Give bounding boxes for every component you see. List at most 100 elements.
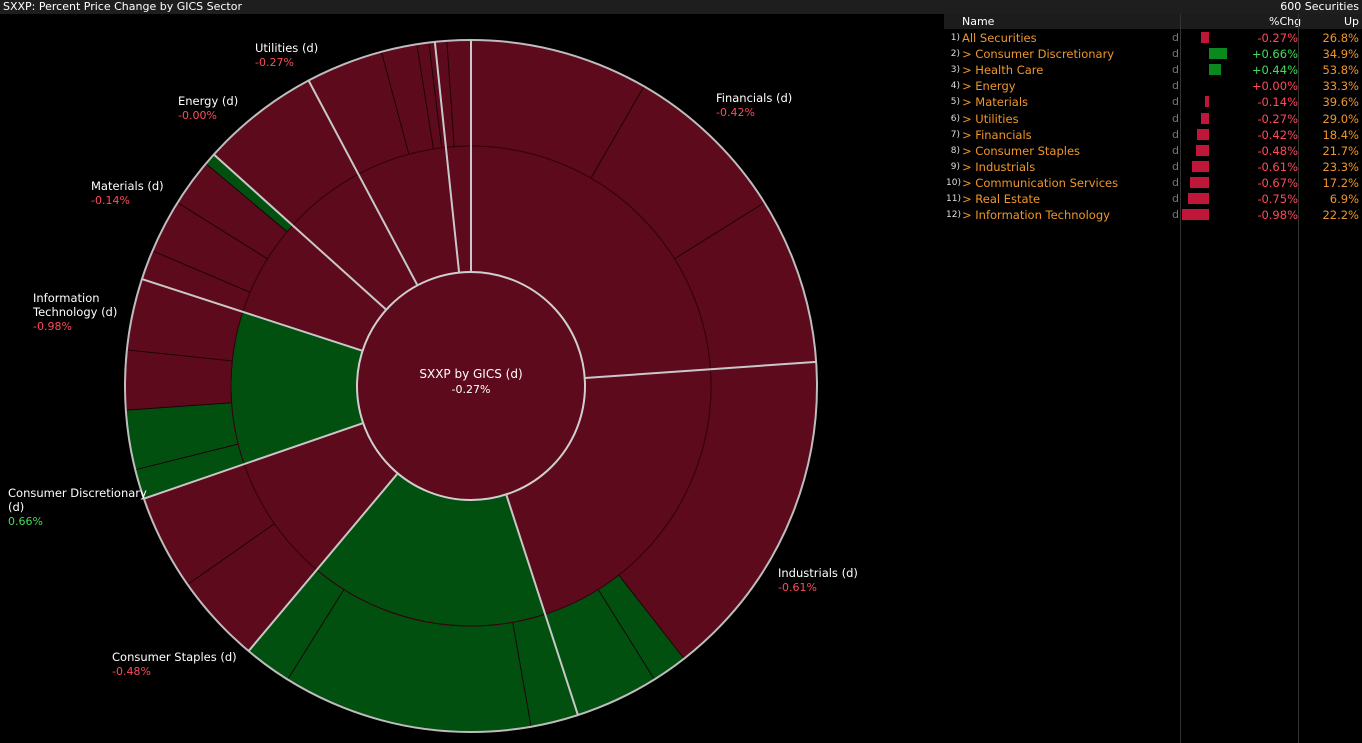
row-number: 4) <box>950 81 960 92</box>
table-row[interactable]: 10) > Communication Services d -0.67% 17.2% <box>944 175 1362 191</box>
row-up: 22.2% <box>1322 208 1359 223</box>
row-flag: d <box>1172 143 1179 157</box>
sector-label: Industrials (d) <box>778 566 858 580</box>
change-bar <box>1209 64 1222 76</box>
sector-value: -0.14% <box>91 194 130 207</box>
row-name[interactable]: > Utilities <box>962 111 1019 126</box>
row-number: 6) <box>950 113 960 124</box>
row-change: +0.66% <box>1251 47 1298 62</box>
change-bar <box>1201 112 1209 124</box>
change-bar <box>1205 96 1209 108</box>
row-flag: d <box>1172 47 1179 61</box>
sector-label: Energy (d) <box>178 94 238 108</box>
table-row[interactable]: 8) > Consumer Staples d -0.48% 21.7% <box>944 143 1362 159</box>
row-up: 39.6% <box>1322 95 1359 110</box>
row-change: -0.75% <box>1257 192 1298 206</box>
sector-divider <box>307 80 419 286</box>
row-change: -0.27% <box>1257 31 1298 45</box>
col-divider <box>1298 14 1299 743</box>
sector-label: Consumer Staples (d) <box>112 650 237 664</box>
row-up: 29.0% <box>1322 111 1359 126</box>
change-bar <box>1191 160 1209 172</box>
sector-value: 0.66% <box>8 515 43 528</box>
sector-value: -0.61% <box>778 581 817 594</box>
sector-label: Consumer Discretionary (d) <box>8 486 147 514</box>
row-name[interactable]: > Real Estate <box>962 192 1041 206</box>
row-number: 12) <box>946 210 961 221</box>
table-row[interactable]: 3) > Health Care d +0.44% 53.8% <box>944 62 1362 78</box>
sector-divider <box>433 41 461 273</box>
row-number: 8) <box>950 145 960 156</box>
row-name[interactable]: > Consumer Staples <box>962 143 1081 158</box>
sector-value: -0.48% <box>112 665 151 678</box>
sector-divider <box>247 472 399 652</box>
sector-value: -0.00% <box>178 109 217 122</box>
row-number: 2) <box>950 49 960 60</box>
row-name[interactable]: > Financials <box>962 127 1032 142</box>
row-name[interactable]: > Health Care <box>962 63 1044 78</box>
row-up: 17.2% <box>1322 175 1359 190</box>
row-flag: d <box>1172 192 1179 205</box>
row-change: -0.67% <box>1257 175 1298 190</box>
row-name[interactable]: > Energy <box>962 79 1016 94</box>
table-row[interactable]: 2) > Consumer Discretionary d +0.66% 34.9% <box>944 46 1362 62</box>
col-chg[interactable]: %Chg <box>1269 15 1302 28</box>
table-row[interactable]: 9) > Industrials d -0.61% 23.3% <box>944 159 1362 175</box>
table-row[interactable]: 7) > Financials d -0.42% 18.4% <box>944 127 1362 143</box>
change-bar <box>1188 193 1209 204</box>
row-up: 53.8% <box>1322 63 1359 78</box>
change-bar <box>1201 32 1209 43</box>
row-change: -0.27% <box>1257 111 1298 126</box>
row-change: +0.44% <box>1251 63 1298 78</box>
table-row[interactable]: 6) > Utilities d -0.27% 29.0% <box>944 111 1362 127</box>
row-flag: d <box>1172 159 1179 173</box>
row-change: +0.00% <box>1251 79 1298 94</box>
row-number: 10) <box>946 177 961 188</box>
title-bar: SXXP: Percent Price Change by GICS Secto… <box>0 0 1362 14</box>
table-row[interactable]: 5) > Materials d -0.14% 39.6% <box>944 94 1362 110</box>
col-name[interactable]: Name <box>962 15 995 28</box>
table-header: Name %Chg Up <box>944 14 1362 29</box>
col-up[interactable]: Up <box>1343 15 1359 28</box>
table-row[interactable]: 4) > Energy d +0.00% 33.3% <box>944 78 1362 94</box>
change-bar <box>1209 48 1228 60</box>
row-change: -0.14% <box>1257 95 1298 110</box>
row-flag: d <box>1172 111 1179 125</box>
sector-table: Name %Chg Up 1) All Securities d -0.27% 26.8… <box>944 14 1362 743</box>
sector-divider <box>505 494 579 716</box>
row-flag: d <box>1172 175 1179 189</box>
sector-label: Information Technology (d) <box>32 291 117 319</box>
row-name[interactable]: > Consumer Discretionary <box>962 47 1115 62</box>
row-up: 34.9% <box>1322 47 1359 62</box>
row-change: -0.61% <box>1257 159 1298 174</box>
sector-divider <box>141 278 363 352</box>
table-row[interactable]: 1) All Securities d -0.27% 26.8% <box>944 30 1362 46</box>
row-up: 21.7% <box>1322 143 1359 158</box>
row-change: -0.98% <box>1257 208 1298 223</box>
row-flag: d <box>1172 79 1179 93</box>
row-name[interactable]: All Securities <box>962 31 1037 45</box>
row-up: 23.3% <box>1322 159 1359 174</box>
row-change: -0.48% <box>1257 143 1298 158</box>
row-name[interactable]: > Materials <box>962 95 1029 110</box>
row-flag: d <box>1172 63 1179 77</box>
row-number: 11) <box>946 194 961 204</box>
sunburst-chart[interactable]: SXXP by GICS (d) -0.27% Financials (d)-0… <box>0 14 940 743</box>
row-up: 18.4% <box>1322 127 1359 142</box>
row-number: 9) <box>950 161 960 172</box>
row-name[interactable]: > Communication Services <box>962 175 1119 190</box>
sector-label: Utilities (d) <box>255 41 318 55</box>
sector-label: Financials (d) <box>716 91 792 105</box>
sector-value: -0.42% <box>716 106 755 119</box>
col-divider <box>1180 14 1181 743</box>
row-number: 7) <box>950 129 960 140</box>
table-row[interactable]: 12) > Information Technology d -0.98% 22.2% <box>944 207 1362 223</box>
row-name[interactable]: > Information Technology <box>962 208 1110 223</box>
chart-title: SXXP: Percent Price Change by GICS Secto… <box>3 0 242 13</box>
row-flag: d <box>1172 127 1179 141</box>
table-row[interactable]: 11) > Real Estate d -0.75% 6.9% <box>944 191 1362 207</box>
row-change: -0.42% <box>1257 127 1298 142</box>
change-bar <box>1181 209 1209 221</box>
row-number: 1) <box>950 33 960 43</box>
row-name[interactable]: > Industrials <box>962 159 1036 174</box>
